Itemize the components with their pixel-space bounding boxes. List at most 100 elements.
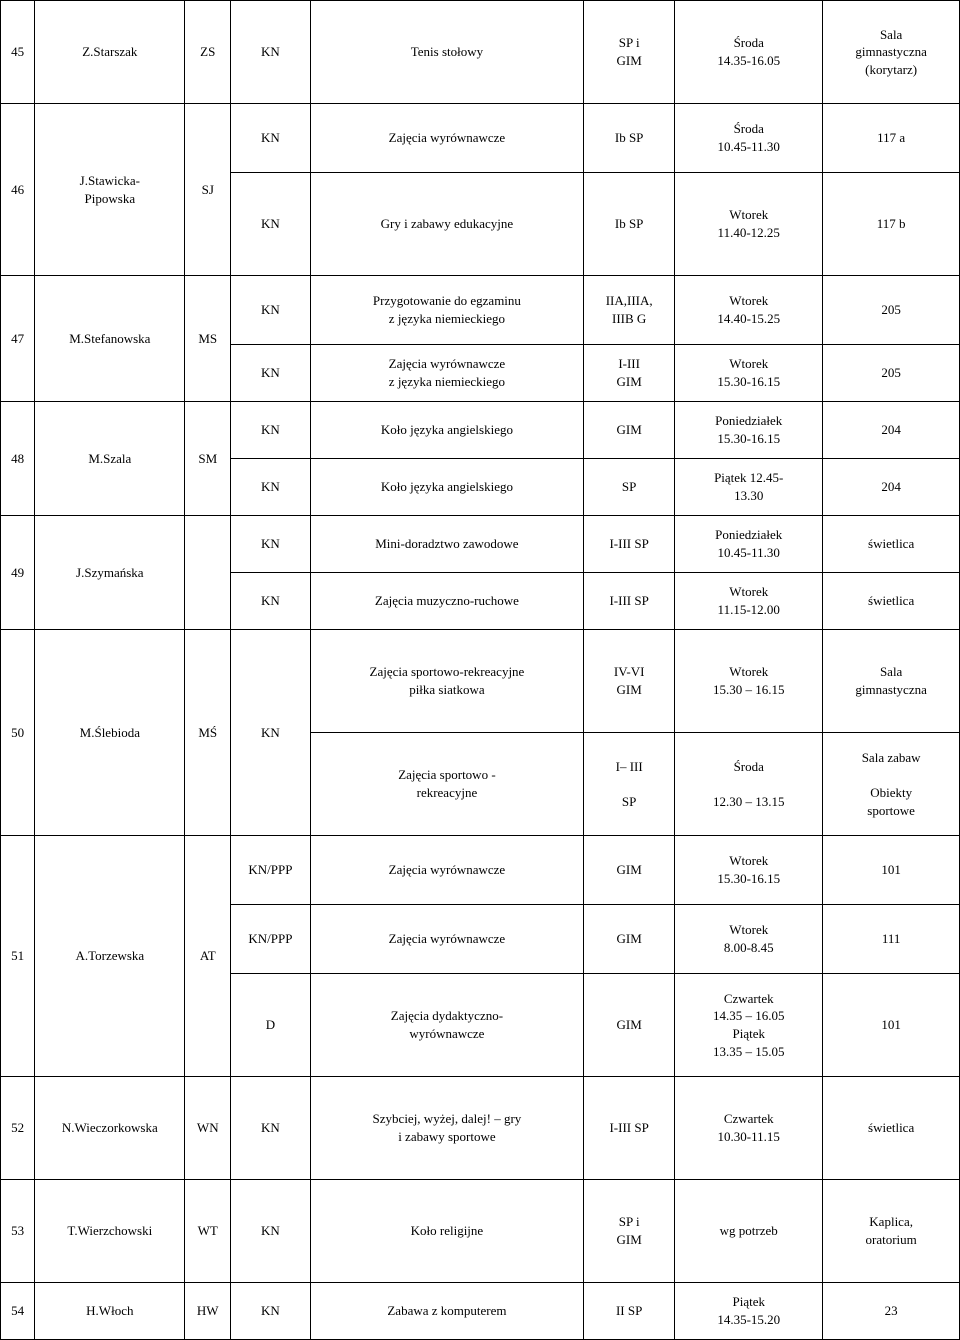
table-row: 46 J.Stawicka-Pipowska SJ KN Zajęcia wyr… [1,104,960,173]
time: Piątek14.35-15.20 [675,1283,823,1340]
row-number: 48 [1,402,35,516]
time: wg potrzeb [675,1180,823,1283]
time: Czwartek14.35 – 16.05Piątek13.35 – 15.05 [675,974,823,1077]
room: 205 [823,276,960,345]
room: 101 [823,836,960,905]
table-row: 53 T.Wierzchowski WT KN Koło religijne S… [1,1180,960,1283]
lesson-type: KN/PPP [231,905,311,974]
teacher-name: M.Szala [35,402,185,516]
activity: Zajęcia sportowo-rekreacyjnepiłka siatko… [310,630,583,733]
lesson-type: KN [231,276,311,345]
row-number: 46 [1,104,35,276]
group: GIM [584,836,675,905]
teacher-name: N.Wieczorkowska [35,1077,185,1180]
teacher-name: A.Torzewska [35,836,185,1077]
table-row: 52 N.Wieczorkowska WN KN Szybciej, wyżej… [1,1077,960,1180]
activity: Zajęcia wyrównawcze [310,104,583,173]
teacher-code [185,516,231,630]
lesson-type: KN [231,173,311,276]
activity: Mini-doradztwo zawodowe [310,516,583,573]
row-number: 51 [1,836,35,1077]
group: Ib SP [584,173,675,276]
group: I-IIIGIM [584,345,675,402]
teacher-code: SM [185,402,231,516]
group: I-III SP [584,1077,675,1180]
teacher-code: ZS [185,1,231,104]
room: 101 [823,974,960,1077]
lesson-type: KN [231,459,311,516]
activity: Zabawa z komputerem [310,1283,583,1340]
group: I– IIISP [584,733,675,836]
room: 23 [823,1283,960,1340]
activity: Tenis stołowy [310,1,583,104]
room: 117 b [823,173,960,276]
row-number: 49 [1,516,35,630]
lesson-type: D [231,974,311,1077]
time: Środa10.45-11.30 [675,104,823,173]
group: GIM [584,402,675,459]
table-row: 48 M.Szala SM KN Koło języka angielskieg… [1,402,960,459]
activity: Zajęcia sportowo -rekreacyjne [310,733,583,836]
teacher-name: Z.Starszak [35,1,185,104]
time: Wtorek11.40-12.25 [675,173,823,276]
room: świetlica [823,516,960,573]
time: Poniedziałek15.30-16.15 [675,402,823,459]
row-number: 53 [1,1180,35,1283]
teacher-code: HW [185,1283,231,1340]
group: IIA,IIIA,IIIB G [584,276,675,345]
lesson-type: KN [231,104,311,173]
table-row: 50 M.Ślebioda MŚ KN Zajęcia sportowo-rek… [1,630,960,733]
teacher-code: WN [185,1077,231,1180]
room: Kaplica,oratorium [823,1180,960,1283]
lesson-type: KN [231,1283,311,1340]
teacher-code: MŚ [185,630,231,836]
table-row: 47 M.Stefanowska MS KN Przygotowanie do … [1,276,960,345]
table-row: 54 H.Włoch HW KN Zabawa z komputerem II … [1,1283,960,1340]
group: II SP [584,1283,675,1340]
teacher-name: H.Włoch [35,1283,185,1340]
time: Środa14.35-16.05 [675,1,823,104]
time: Wtorek14.40-15.25 [675,276,823,345]
teacher-name: J.Stawicka-Pipowska [35,104,185,276]
room: świetlica [823,573,960,630]
group: I-III SP [584,573,675,630]
time: Wtorek11.15-12.00 [675,573,823,630]
lesson-type: KN [231,402,311,459]
teacher-code: SJ [185,104,231,276]
table-row: 45 Z.Starszak ZS KN Tenis stołowy SP iGI… [1,1,960,104]
table-row: 51 A.Torzewska AT KN/PPP Zajęcia wyrówna… [1,836,960,905]
teacher-code: MS [185,276,231,402]
activity: Koło religijne [310,1180,583,1283]
teacher-name: M.Ślebioda [35,630,185,836]
row-number: 50 [1,630,35,836]
room: Salagimnastyczna(korytarz) [823,1,960,104]
time: Piątek 12.45-13.30 [675,459,823,516]
group: GIM [584,974,675,1077]
activity: Zajęcia wyrównawczez języka niemieckiego [310,345,583,402]
time: Wtorek15.30-16.15 [675,836,823,905]
schedule-table: 45 Z.Starszak ZS KN Tenis stołowy SP iGI… [0,0,960,1340]
teacher-code: AT [185,836,231,1077]
activity: Przygotowanie do egzaminuz języka niemie… [310,276,583,345]
row-number: 52 [1,1077,35,1180]
room: 205 [823,345,960,402]
activity: Zajęcia dydaktyczno-wyrównawcze [310,974,583,1077]
room: Salagimnastyczna [823,630,960,733]
teacher-name: M.Stefanowska [35,276,185,402]
group: SP iGIM [584,1180,675,1283]
time: Czwartek10.30-11.15 [675,1077,823,1180]
row-number: 54 [1,1283,35,1340]
group: SP iGIM [584,1,675,104]
teacher-name: T.Wierzchowski [35,1180,185,1283]
time: Wtorek8.00-8.45 [675,905,823,974]
room: świetlica [823,1077,960,1180]
lesson-type: KN [231,1077,311,1180]
lesson-type: KN [231,630,311,836]
time: Środa12.30 – 13.15 [675,733,823,836]
row-number: 47 [1,276,35,402]
lesson-type: KN [231,1180,311,1283]
teacher-name: J.Szymańska [35,516,185,630]
lesson-type: KN [231,345,311,402]
activity: Koło języka angielskiego [310,402,583,459]
time: Poniedziałek10.45-11.30 [675,516,823,573]
